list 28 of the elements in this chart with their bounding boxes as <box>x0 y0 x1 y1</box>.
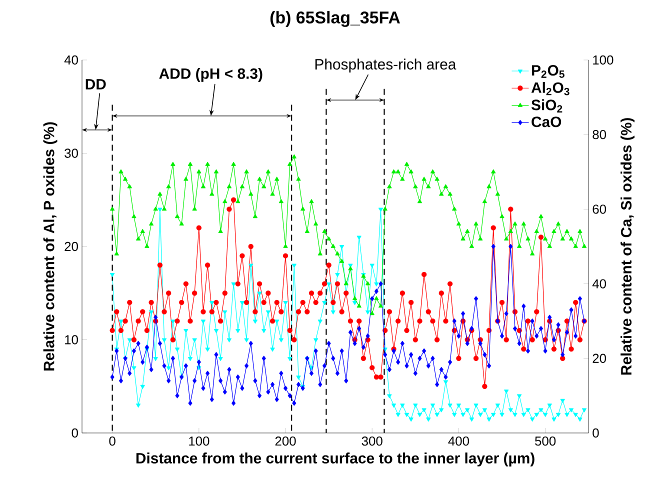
x-axis-title: Distance from the current surface to the inner layer (µm) <box>136 452 534 466</box>
y2-tick-label: 40 <box>592 279 606 288</box>
y2-tick-label: 80 <box>592 130 606 140</box>
legend-label: Al$_{2}$O$_{3}$ <box>531 82 570 96</box>
legend-label: CaO <box>532 116 562 128</box>
y-tick-label: 20 <box>64 242 78 252</box>
x-tick-label: 400 <box>448 436 470 446</box>
x-tick-label: 500 <box>535 436 556 446</box>
x-tick-label: 0 <box>109 436 116 446</box>
y2-tick-label: 20 <box>592 354 606 363</box>
x-tick-label: 200 <box>275 436 296 446</box>
y2-tick-label: 100 <box>593 55 614 65</box>
legend-label: P$_{2}$O$_{5}$ <box>532 65 564 78</box>
legend-label: SiO$_{2}$ <box>531 99 562 112</box>
annotation: Phosphates-rich area <box>315 58 456 73</box>
x-tick-label: 100 <box>189 436 210 446</box>
y-tick-label: 0 <box>72 428 78 438</box>
chart-title: (b) 65Slag_35FA <box>270 11 400 27</box>
y-axis-title: Relative content of Al, P oxides (%) <box>43 122 58 370</box>
y2-tick-label: 0 <box>592 428 599 438</box>
y-tick-label: 40 <box>64 55 78 65</box>
y2-tick-label: 60 <box>592 204 606 214</box>
y-tick-label: 10 <box>65 335 78 344</box>
y-tick-label: 30 <box>64 148 78 158</box>
x-tick-label: 300 <box>362 436 382 446</box>
annotation: ADD (pH < 8.3) <box>159 68 262 82</box>
annotation: DD <box>86 79 106 90</box>
y2-axis-title: Relative content of Ca, Si oxides (%) <box>620 118 634 375</box>
